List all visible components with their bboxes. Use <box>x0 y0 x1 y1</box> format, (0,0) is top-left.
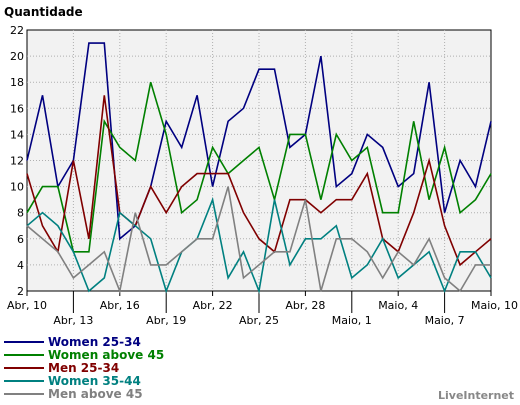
y-tick-label: 20 <box>10 50 24 63</box>
y-axis-label: Quantidade <box>4 5 83 19</box>
x-tick-label: Maio, 7 <box>425 314 465 327</box>
legend-label: Women 35-44 <box>48 374 141 388</box>
y-tick-label: 14 <box>10 128 24 141</box>
series-line-men-above-45 <box>26 186 491 294</box>
x-tick-label: Abr, 10 <box>7 299 47 312</box>
legend-label: Women 25-34 <box>48 335 141 349</box>
x-tick-label: Abr, 16 <box>100 299 140 312</box>
y-tick-label: 4 <box>17 259 24 272</box>
x-tick-label: Abr, 28 <box>285 299 325 312</box>
x-tick-label: Maio, 1 <box>332 314 372 327</box>
x-tick-label: Abr, 13 <box>53 314 93 327</box>
legend-label: Men 25-34 <box>48 361 119 375</box>
legend-label: Women above 45 <box>48 348 164 362</box>
x-axis-ticks: Abr, 10 Abr, 13 Abr, 16 Abr, 19 Abr, 22 Abr, … <box>7 291 518 327</box>
y-tick-label: 6 <box>17 233 24 246</box>
x-tick-label: Abr, 22 <box>193 299 233 312</box>
x-tick-label: Abr, 25 <box>239 314 279 327</box>
x-tick-label: Abr, 19 <box>146 314 186 327</box>
brand-logo-text: LiveInternet <box>438 389 514 402</box>
series-line-men-25-34 <box>26 95 492 267</box>
y-tick-label: 16 <box>10 102 24 115</box>
y-axis-ticks: 2 4 6 8 10 12 14 16 18 20 22 <box>10 24 24 298</box>
y-tick-label: 10 <box>10 181 24 194</box>
x-tick-label: Maio, 4 <box>378 299 418 312</box>
series-lines <box>26 42 492 294</box>
y-tick-label: 2 <box>17 285 24 298</box>
legend-label: Men above 45 <box>48 387 143 401</box>
x-tick-label: Maio, 10 <box>471 299 518 312</box>
series-line-women-25-34 <box>26 42 492 241</box>
y-tick-label: 18 <box>10 76 24 89</box>
series-line-women-above-45 <box>26 81 492 253</box>
y-tick-label: 12 <box>10 155 24 168</box>
y-tick-label: 22 <box>10 24 24 37</box>
y-tick-label: 8 <box>17 207 24 220</box>
